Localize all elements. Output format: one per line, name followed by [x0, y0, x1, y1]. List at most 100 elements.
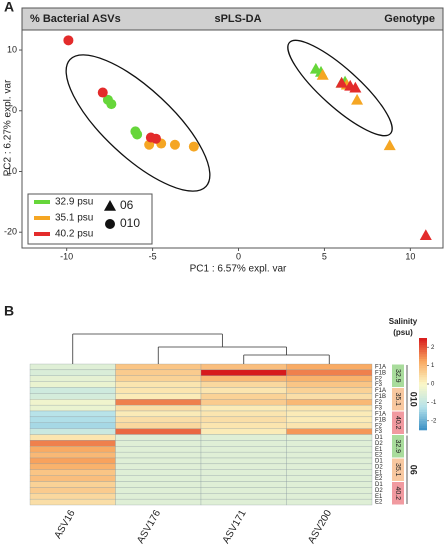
- colorbar-step: [419, 361, 427, 364]
- header-left: % Bacterial ASVs: [30, 13, 121, 25]
- colorbar-step: [419, 420, 427, 424]
- heatmap-cell: [29, 363, 116, 371]
- heatmap-cell: [29, 481, 116, 488]
- colorbar-step: [419, 367, 427, 371]
- heatmap-cell: [286, 410, 373, 418]
- heatmap-cell: [200, 457, 287, 465]
- salinity-group-label: 32.9: [394, 439, 401, 453]
- circle-marker: [188, 141, 199, 152]
- heatmap-cell: [115, 463, 202, 470]
- triangle-marker: [349, 81, 362, 93]
- heatmap-cell: [115, 369, 202, 376]
- row-label: E1: [375, 447, 383, 453]
- row-label: D1: [375, 482, 383, 488]
- colorbar-step: [419, 384, 427, 387]
- y-tick-label: -20: [4, 227, 17, 237]
- heatmap-cell: [115, 410, 202, 418]
- colorbar-step: [419, 393, 427, 396]
- colorbar-step: [419, 370, 427, 373]
- colorbar-step: [419, 377, 427, 380]
- circle-marker: [151, 133, 162, 144]
- heatmap-cell: [29, 410, 116, 418]
- colorbar-step: [419, 386, 427, 389]
- row-label: F3: [375, 382, 383, 388]
- heatmap-cell: [115, 381, 202, 388]
- row-label: F1B: [375, 417, 386, 423]
- colorbar-step: [419, 395, 427, 399]
- heatmap-cell: [200, 410, 287, 418]
- heatmap-cell: [200, 387, 287, 394]
- heatmap-cell: [115, 416, 202, 423]
- heatmap-cell: [115, 375, 202, 382]
- heatmap-cell: [200, 440, 287, 447]
- colorbar-step: [419, 402, 427, 405]
- y-tick-label: 0: [12, 105, 17, 115]
- circle-marker: [97, 87, 108, 98]
- salinity-group-label: 40.2: [394, 416, 401, 430]
- colorbar-step: [419, 423, 427, 426]
- colorbar-step: [419, 409, 427, 412]
- salinity-group-label: 35.1: [394, 392, 401, 406]
- heatmap-cell: [29, 487, 116, 494]
- column-label: ASV16: [53, 508, 78, 541]
- heatmap-cell: [200, 451, 287, 459]
- heatmap-cell: [286, 440, 373, 447]
- heatmap-cell: [115, 387, 202, 394]
- salinity-group: [392, 364, 404, 387]
- colorbar-step: [419, 340, 427, 343]
- colorbar-tick-label: 0: [431, 382, 435, 388]
- salinity-group: [392, 388, 404, 411]
- heatmap-cell: [29, 451, 116, 459]
- triangle-marker: [383, 139, 396, 151]
- heatmap-cell: [286, 404, 373, 412]
- heatmap-cell: [29, 446, 116, 453]
- colorbar-step: [419, 363, 427, 366]
- heatmap-cell: [200, 375, 287, 382]
- colorbar-step: [419, 413, 427, 417]
- heatmap-cell: [115, 498, 202, 506]
- colorbar-step: [419, 358, 427, 362]
- heatmap-cell: [29, 404, 116, 412]
- heatmap-cell: [115, 481, 202, 488]
- heatmap-cell: [286, 451, 373, 459]
- colorbar-step: [419, 407, 427, 410]
- row-label: E1: [375, 470, 383, 476]
- row-label: E2: [375, 453, 383, 459]
- heatmap-cell: [200, 416, 287, 423]
- salinity-group: [392, 411, 404, 434]
- heatmap-cell: [286, 422, 373, 429]
- heatmap-cell: [29, 463, 116, 470]
- salinity-group-label: 40.2: [394, 486, 401, 500]
- heatmap-cell: [29, 428, 116, 435]
- heatmap-cell: [29, 498, 116, 506]
- row-label: E1: [375, 494, 383, 500]
- salinity-group: [392, 435, 404, 458]
- heatmap-cell: [200, 428, 287, 435]
- header-right: Genotype: [384, 13, 435, 25]
- salinity-group: [392, 458, 404, 481]
- triangle-marker: [335, 76, 348, 88]
- heatmap-cell: [286, 393, 373, 400]
- colorbar-step: [419, 356, 427, 359]
- heatmap-cell: [29, 475, 116, 482]
- heatmap-cell: [115, 404, 202, 412]
- row-label: F2: [375, 400, 383, 406]
- row-label: F1B: [375, 370, 386, 376]
- heatmap-cell: [29, 422, 116, 429]
- heatmap-cell: [115, 457, 202, 465]
- colorbar-step: [419, 416, 427, 419]
- heatmap-cell: [200, 481, 287, 488]
- heatmap-cell: [286, 493, 373, 500]
- legend-title: (psu): [393, 328, 413, 337]
- heatmap-cell: [200, 493, 287, 500]
- heatmap-cell: [29, 434, 116, 441]
- heatmap-cell: [29, 493, 116, 500]
- heatmap-cell: [200, 434, 287, 441]
- heatmap-cell: [200, 381, 287, 388]
- heatmap-cell: [200, 446, 287, 453]
- colorbar-step: [419, 397, 427, 401]
- heatmap-cell: [115, 434, 202, 441]
- row-label: F3: [375, 429, 383, 435]
- row-label: F2: [375, 423, 383, 429]
